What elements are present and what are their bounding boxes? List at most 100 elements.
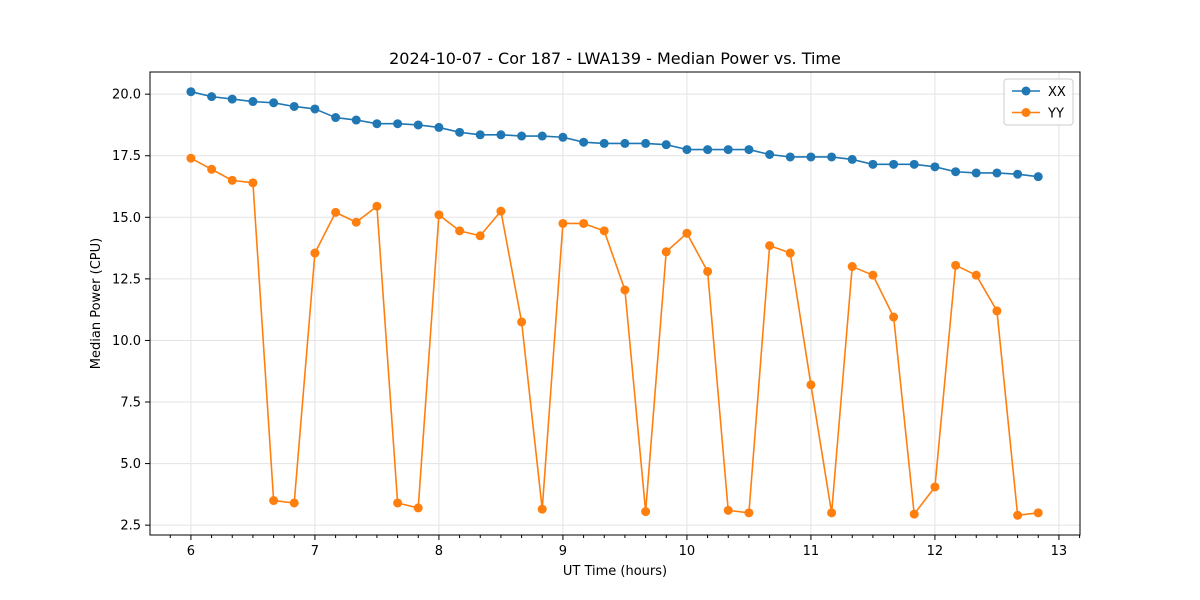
y-axis-label: Median Power (CPU) [89,238,104,369]
data-point-xx [413,120,423,130]
x-tick-label: 10 [679,544,696,559]
data-point-xx [186,87,196,97]
y-tick-label: 5.0 [120,457,141,472]
series-xx [186,87,1043,182]
data-point-xx [1013,169,1023,179]
data-point-xx [496,130,506,140]
data-point-yy [682,228,692,238]
data-point-yy [641,507,651,517]
data-point-xx [847,154,857,164]
data-point-xx [599,138,609,148]
data-point-xx [889,159,899,169]
data-point-xx [951,167,961,177]
data-point-yy [289,498,299,508]
data-point-xx [434,122,444,132]
x-tick-label: 8 [435,544,443,559]
x-tick-label: 7 [311,544,319,559]
data-point-yy [413,503,423,513]
data-point-yy [269,496,279,506]
data-point-xx [475,130,485,140]
data-point-yy [517,317,527,327]
data-point-xx [310,104,320,114]
data-point-xx [641,138,651,148]
data-point-yy [1013,510,1023,520]
data-point-yy [558,218,568,228]
legend-label-yy: YY [1047,107,1064,122]
data-point-yy [661,247,671,257]
data-point-xx [558,132,568,142]
data-point-yy [227,175,237,185]
data-point-yy [889,312,899,322]
plot-frame [149,71,1081,536]
data-point-xx [806,152,816,162]
data-point-yy [434,210,444,220]
x-tick-label: 9 [559,544,567,559]
data-point-yy [1033,508,1043,518]
data-point-yy [496,206,506,216]
y-tick-label: 12.5 [112,272,141,287]
y-tick-label: 17.5 [112,149,141,164]
data-point-xx [455,127,465,137]
data-point-xx [785,152,795,162]
legend-marker-yy [1021,108,1031,117]
data-point-yy [351,217,361,227]
data-point-xx [1033,172,1043,182]
data-point-xx [620,138,630,148]
y-tick-label: 2.5 [120,519,141,534]
data-point-yy [599,226,609,236]
data-point-yy [331,207,341,217]
data-point-yy [372,201,382,211]
data-point-yy [806,380,816,390]
data-point-yy [847,262,857,272]
data-point-xx [868,159,878,169]
data-point-xx [827,152,837,162]
data-point-yy [868,270,878,280]
data-point-yy [455,226,465,236]
legend-marker-xx [1021,86,1031,96]
data-point-xx [331,113,341,123]
data-point-xx [207,92,217,102]
data-point-yy [951,260,961,270]
x-tick-label: 13 [1051,544,1068,559]
data-point-yy [992,306,1002,316]
data-point-yy [765,241,775,251]
data-point-yy [207,164,217,174]
data-point-xx [269,98,279,108]
x-axis-label: UT Time (hours) [563,564,667,579]
axis-ticks: 6 7 8 9 10 11 12 13 2.5 5.0 7.5 10.0 12.5 15.0 17.5 20.… [112,88,1081,559]
data-point-xx [393,119,403,129]
data-point-xx [351,115,361,125]
data-point-xx [930,162,940,172]
data-point-yy [744,508,754,518]
data-point-xx [579,137,589,147]
data-point-xx [372,119,382,129]
data-point-yy [971,270,981,280]
data-point-xx [765,150,775,160]
data-point-yy [930,482,940,492]
data-point-xx [661,140,671,150]
y-tick-label: 15.0 [112,211,141,226]
x-tick-label: 12 [927,544,944,559]
data-point-xx [289,101,299,111]
data-point-yy [785,248,795,258]
x-tick-label: 11 [803,544,820,559]
data-point-xx [248,97,258,107]
data-point-xx [517,131,527,141]
data-point-yy [310,248,320,258]
data-point-yy [537,504,547,514]
data-point-xx [227,94,237,104]
y-tick-label: 10.0 [112,334,141,349]
data-point-yy [723,505,733,515]
data-point-yy [248,178,258,188]
chart-title: 2024-10-07 - Cor 187 - LWA139 - Median P… [389,49,841,68]
data-point-xx [992,168,1002,178]
data-point-yy [393,498,403,508]
data-point-yy [186,153,196,163]
data-point-xx [971,168,981,178]
data-point-xx [744,145,754,155]
legend-label-xx: XX [1048,85,1066,100]
x-tick-label: 6 [187,544,195,559]
data-point-yy [909,509,919,519]
series-yy [186,153,1043,520]
